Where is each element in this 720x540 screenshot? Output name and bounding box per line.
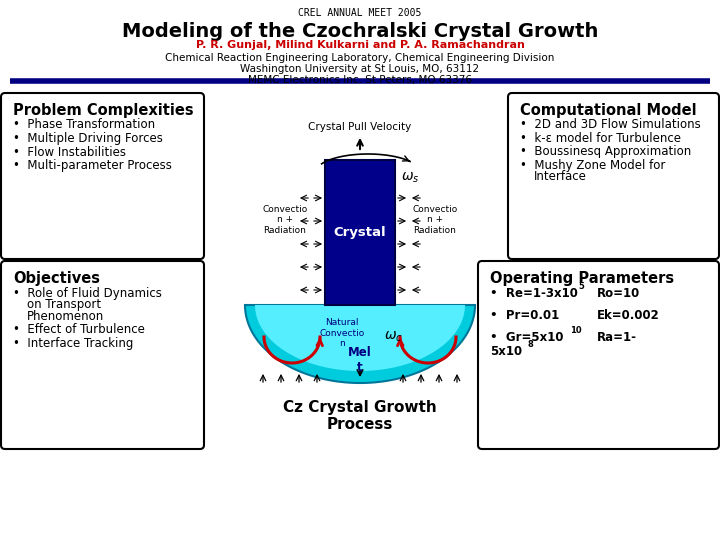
- Text: Objectives: Objectives: [13, 271, 100, 286]
- Text: •  Flow Instabilities: • Flow Instabilities: [13, 145, 126, 159]
- Text: 10: 10: [570, 326, 582, 335]
- Text: Ek=0.002: Ek=0.002: [597, 309, 660, 322]
- FancyBboxPatch shape: [325, 160, 395, 305]
- Text: Modeling of the Czochralski Crystal Growth: Modeling of the Czochralski Crystal Grow…: [122, 22, 598, 41]
- Text: MEMC Electronics Inc. St Peters, MO 63376: MEMC Electronics Inc. St Peters, MO 6337…: [248, 75, 472, 85]
- FancyBboxPatch shape: [508, 93, 719, 259]
- Text: Cz Crystal Growth
Process: Cz Crystal Growth Process: [283, 400, 437, 433]
- Text: •  Multi-parameter Process: • Multi-parameter Process: [13, 159, 172, 172]
- Text: Chemical Reaction Engineering Laboratory, Chemical Engineering Division: Chemical Reaction Engineering Laboratory…: [166, 53, 554, 63]
- Text: Convectio
n +
Radiation: Convectio n + Radiation: [262, 205, 307, 235]
- Text: Ra=1-: Ra=1-: [597, 331, 637, 344]
- Text: Convectio
n +
Radiation: Convectio n + Radiation: [413, 205, 458, 235]
- Text: Computational Model: Computational Model: [520, 103, 697, 118]
- Text: 8: 8: [527, 340, 533, 349]
- FancyBboxPatch shape: [478, 261, 719, 449]
- Text: •  Boussinesq Approximation: • Boussinesq Approximation: [520, 145, 691, 159]
- Text: Ro=10: Ro=10: [597, 287, 640, 300]
- Text: Crystal: Crystal: [333, 226, 387, 239]
- Text: on Transport: on Transport: [27, 298, 101, 311]
- Text: P. R. Gunjal, Milind Kulkarni and P. A. Ramachandran: P. R. Gunjal, Milind Kulkarni and P. A. …: [196, 40, 524, 50]
- Text: •  k-ε model for Turbulence: • k-ε model for Turbulence: [520, 132, 681, 145]
- Text: 5: 5: [578, 282, 584, 291]
- FancyBboxPatch shape: [1, 93, 204, 259]
- Text: •  Gr=5x10: • Gr=5x10: [490, 331, 564, 344]
- Polygon shape: [245, 305, 475, 383]
- Text: Natural
Convectio
n: Natural Convectio n: [320, 318, 364, 348]
- Text: $\omega_s$: $\omega_s$: [401, 171, 420, 185]
- Text: •  Phase Transformation: • Phase Transformation: [13, 118, 155, 132]
- Text: Problem Complexities: Problem Complexities: [13, 103, 194, 118]
- Text: Operating Parameters: Operating Parameters: [490, 271, 674, 286]
- Text: •  Role of Fluid Dynamics: • Role of Fluid Dynamics: [13, 287, 162, 300]
- Text: Mel
t: Mel t: [348, 346, 372, 374]
- Text: 5x10: 5x10: [490, 345, 522, 358]
- Polygon shape: [255, 305, 465, 371]
- Text: •  Effect of Turbulence: • Effect of Turbulence: [13, 323, 145, 336]
- Text: Crystal Pull Velocity: Crystal Pull Velocity: [308, 122, 412, 132]
- Text: •  Pr=0.01: • Pr=0.01: [490, 309, 559, 322]
- Text: •  Mushy Zone Model for: • Mushy Zone Model for: [520, 159, 665, 172]
- Text: •  Re=1-3x10: • Re=1-3x10: [490, 287, 578, 300]
- Text: •  Interface Tracking: • Interface Tracking: [13, 336, 133, 349]
- Text: $\omega_c$: $\omega_c$: [384, 330, 403, 344]
- Text: •  Multiple Driving Forces: • Multiple Driving Forces: [13, 132, 163, 145]
- Text: •  2D and 3D Flow Simulations: • 2D and 3D Flow Simulations: [520, 118, 701, 132]
- Text: Washington University at St Louis, MO, 63112: Washington University at St Louis, MO, 6…: [240, 64, 480, 74]
- Text: Phenomenon: Phenomenon: [27, 309, 104, 322]
- Text: Interface: Interface: [534, 171, 587, 184]
- FancyBboxPatch shape: [1, 261, 204, 449]
- Text: CREL ANNUAL MEET 2005: CREL ANNUAL MEET 2005: [298, 8, 422, 18]
